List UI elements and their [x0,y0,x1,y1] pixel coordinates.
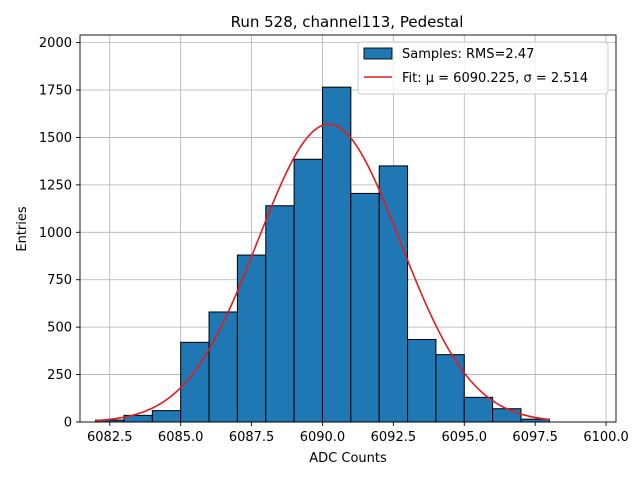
histogram-bar [293,158,323,423]
y-tick-label: 1500 [39,131,72,146]
plot-frame [79,34,617,423]
histogram-bar [321,86,352,423]
histogram-bar [151,410,182,423]
x-tick-label: 6100.0 [583,430,629,445]
histogram-bar [492,408,522,423]
x-tick-label: 6087.5 [229,430,275,445]
y-axis-ticks: 0 250 500 750 1000 1250 1500 1750 2000 [39,36,80,431]
y-tick-label: 250 [47,368,72,383]
legend-histogram-label: Samples: RMS=2.47 [402,47,534,62]
fit-curve [95,123,550,422]
x-tick-label: 6090.0 [300,430,346,445]
chart-title: Run 528, channel113, Pedestal [231,13,464,31]
histogram-bars [95,86,550,423]
histogram-bar [407,338,437,423]
histogram-bar [208,311,238,423]
x-tick-label: 6095.0 [442,430,488,445]
x-tick-label: 6092.5 [371,430,417,445]
y-tick-label: 0 [64,416,72,431]
legend-box [357,41,609,95]
y-axis-title: Entries [15,206,30,252]
histogram-bar [435,354,465,423]
y-tick-label: 2000 [39,36,72,51]
legend: Samples: RMS=2.47 Fit: μ = 6090.225, σ =… [357,41,609,95]
y-tick-label: 500 [47,321,72,336]
histogram-bar [463,396,494,423]
y-tick-label: 1000 [39,226,72,241]
y-tick-label: 1750 [39,84,72,99]
x-tick-label: 6082.5 [87,430,133,445]
histogram-bar [378,165,409,423]
x-tick-label: 6085.0 [158,430,204,445]
histogram-bar [265,205,295,423]
legend-histogram-swatch [363,47,393,60]
x-axis-title: ADC Counts [309,451,387,466]
x-tick-label: 6097.5 [512,430,558,445]
legend-fit-label: Fit: μ = 6090.225, σ = 2.514 [402,71,588,86]
histogram-bar [350,192,380,423]
y-tick-label: 750 [47,273,72,288]
x-axis-ticks: 6082.5 6085.0 6087.5 6090.0 6092.5 6095.0 6097… [87,422,629,445]
y-tick-label: 1250 [39,178,72,193]
